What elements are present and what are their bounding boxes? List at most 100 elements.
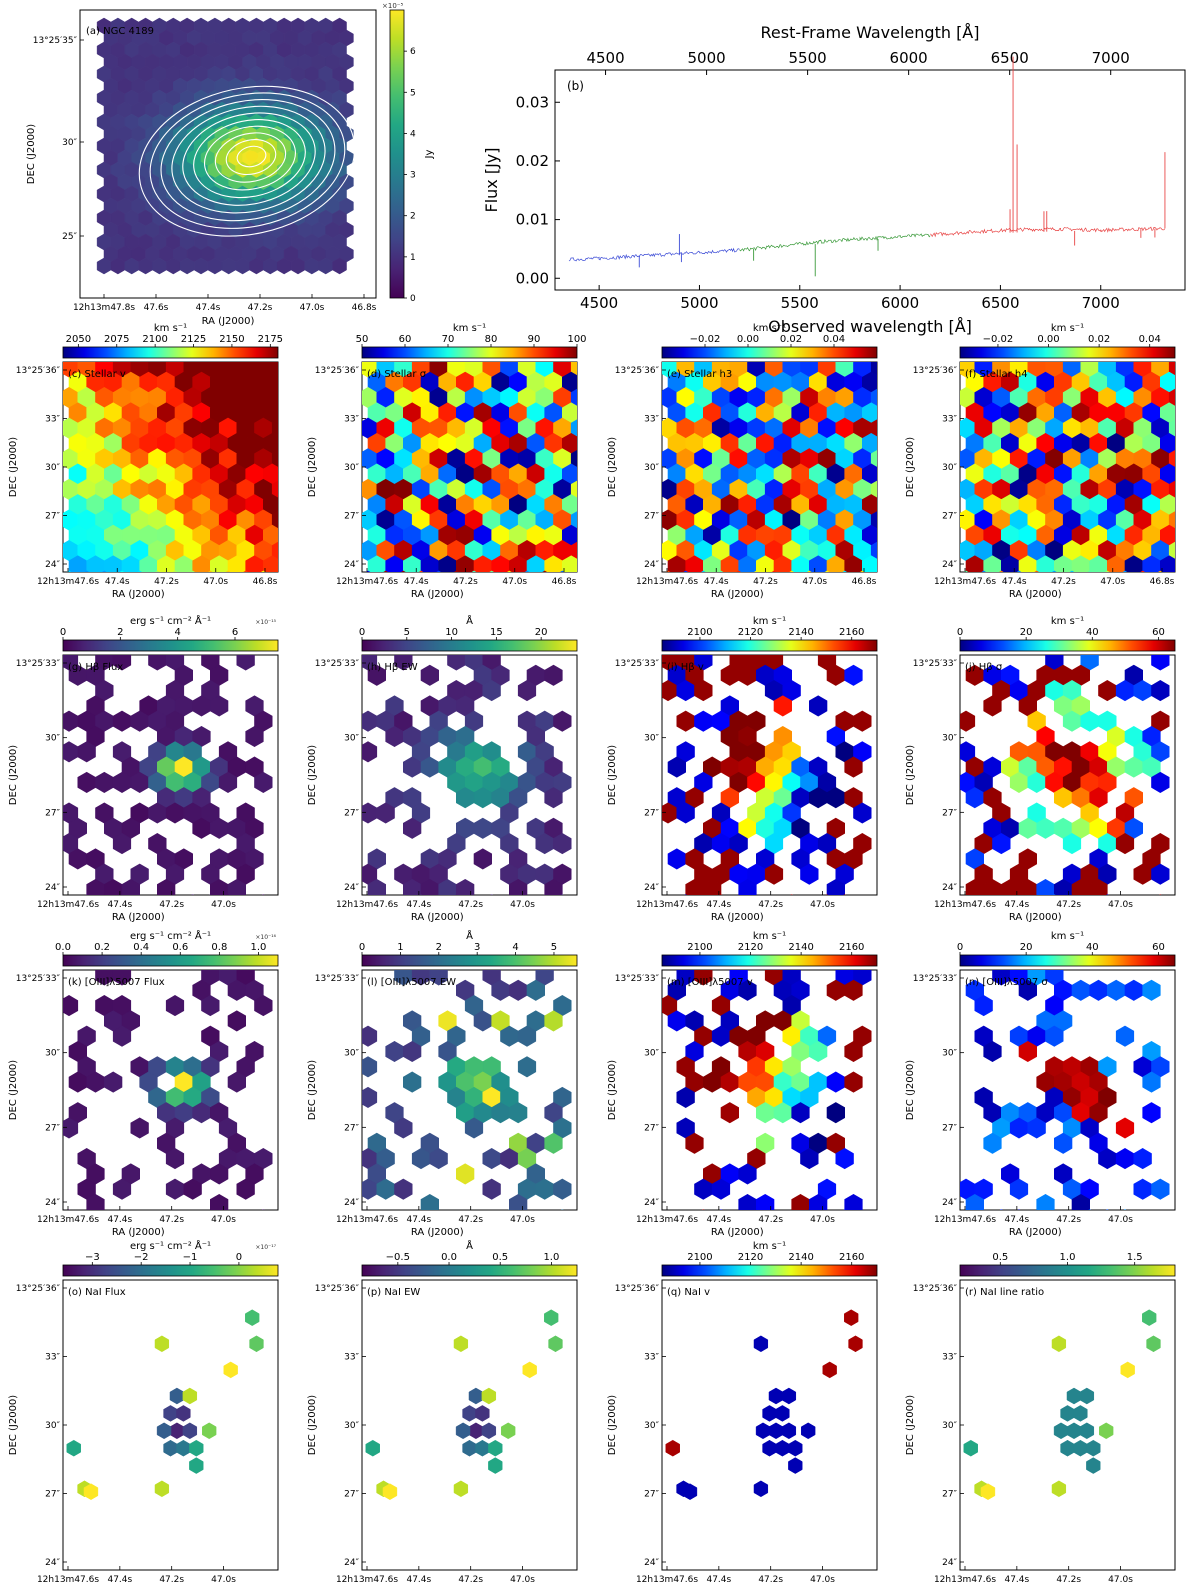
- hex-spaxel: [844, 664, 863, 686]
- hex-spaxel: [694, 680, 713, 702]
- hex-spaxel: [1151, 680, 1170, 702]
- x-axis-label: RA (J2000): [112, 589, 165, 600]
- contour-line: [171, 105, 326, 214]
- x-tick-label: 47.2s: [458, 1215, 483, 1225]
- x-tick-label: 47.4s: [404, 577, 429, 587]
- y-tick-label: 13°25′35″: [33, 36, 78, 46]
- hex-spaxel: [791, 1102, 810, 1124]
- hex-spaxel: [437, 894, 440, 895]
- hex-spaxel: [456, 1163, 475, 1185]
- colorbar-label: Å: [466, 614, 473, 627]
- hex-spaxel: [1115, 1025, 1135, 1047]
- hex-spaxel: [1196, 495, 1200, 515]
- colorbar-tick-label: 0.5: [992, 1252, 1008, 1263]
- x2-tick-label: 5500: [789, 49, 827, 67]
- contour-line: [160, 99, 336, 222]
- y-tick-label: 30″: [62, 138, 77, 148]
- hex-spaxel: [262, 1209, 265, 1210]
- x-tick-label: 4500: [580, 294, 618, 312]
- x-tick-label: 47.4s: [1002, 577, 1027, 587]
- y-tick-label: 13°25′33″: [315, 659, 360, 669]
- hex-spaxel: [508, 1209, 511, 1210]
- x-axis-label: RA (J2000): [711, 1227, 764, 1238]
- colorbar-tick-label: 2075: [104, 334, 129, 345]
- x-tick-label: 46.8s: [552, 577, 577, 587]
- hex-spaxel: [290, 540, 308, 560]
- hex-spaxel: [801, 1422, 816, 1440]
- hex-spaxel: [542, 570, 548, 572]
- panel-title: (d) Stellar σ: [367, 369, 427, 380]
- hex-spaxel: [898, 403, 916, 423]
- hex-spaxel: [676, 1086, 695, 1108]
- colorbar-label: erg s⁻¹ cm⁻² Å⁻¹: [130, 929, 211, 942]
- hex-spaxel: [544, 664, 563, 686]
- x-tick-label: 47.0s: [1108, 1215, 1133, 1225]
- x-tick-label: 47.2s: [758, 900, 783, 910]
- hex-spaxel: [225, 570, 231, 572]
- hex-map: [662, 655, 872, 895]
- hex-spaxel: [112, 1178, 132, 1200]
- hex-spaxel: [844, 979, 863, 1001]
- hex-spaxel: [589, 571, 607, 591]
- hex-spaxel: [889, 357, 907, 377]
- colorbar-tick-label: 1.5: [1127, 1252, 1143, 1263]
- hex-spaxel: [1151, 771, 1170, 793]
- colorbar-tick-label: 2100: [687, 1252, 712, 1263]
- hex-spaxel: [1187, 540, 1200, 560]
- hex-spaxel: [165, 1148, 185, 1170]
- colorbar-tick-label: 2: [436, 942, 442, 953]
- hex-spaxel: [121, 878, 140, 895]
- x-tick-label: 6500: [981, 294, 1019, 312]
- colorbar-label: km s⁻¹: [453, 323, 486, 334]
- x-tick-label: 12h13m47.6s: [37, 900, 99, 910]
- panel-title: (q) NaI v: [667, 1287, 710, 1298]
- hex-spaxel: [453, 1335, 469, 1353]
- y-tick-label: 13°25′33″: [913, 659, 958, 669]
- hex-map: [365, 1309, 563, 1500]
- hex-spaxel: [112, 833, 132, 855]
- x-tick-label: 46.8s: [352, 303, 377, 313]
- hex-map: [96, 17, 356, 275]
- hex-spaxel: [982, 894, 985, 895]
- colorbar-tick-label: 60: [1152, 942, 1165, 953]
- hex-spaxel: [403, 1040, 422, 1063]
- flux-peak: [246, 151, 258, 161]
- hex-spaxel: [1151, 1178, 1170, 1200]
- hex-spaxel: [738, 878, 757, 895]
- hex-spaxel: [299, 403, 317, 423]
- y-tick-label: 27″: [644, 1123, 659, 1133]
- x-tick-label: 12h13m47.6s: [636, 577, 698, 587]
- hex-spaxel: [227, 1010, 246, 1032]
- hex-spaxel: [738, 979, 757, 1001]
- hex-spaxel: [665, 1439, 680, 1457]
- hex-spaxel: [95, 970, 114, 986]
- colorbar-tick-label: 5: [551, 942, 557, 953]
- panel-title: (m) [OIII]λ5007 v: [667, 977, 753, 988]
- panel-r: 0.5 1.0 1.5 (r) NaI line ratio 12h13m47.6s 47…: [905, 1252, 1176, 1585]
- panel-title: (f) Stellar h4: [965, 369, 1028, 380]
- y-tick-label: 30″: [644, 1421, 659, 1431]
- x-tick-label: 12h13m47.6s: [934, 577, 996, 587]
- hex-spaxel: [755, 1422, 771, 1440]
- hex-spaxel: [719, 1209, 723, 1210]
- hex-spaxel: [580, 495, 598, 515]
- spectrum-series: [929, 226, 1166, 238]
- colorbar-tick-label: 2140: [788, 1252, 813, 1263]
- colorbar-tick-label: 60: [399, 334, 412, 345]
- hex-spaxel: [1079, 1422, 1095, 1440]
- hex-spaxel: [1104, 570, 1110, 572]
- colorbar-j: [959, 639, 1176, 652]
- x-axis-label: RA (J2000): [411, 912, 464, 923]
- colorbar-tick-label: 6: [232, 627, 238, 638]
- hex-spaxel: [290, 418, 308, 438]
- x-tick-label: 47.0s: [502, 577, 527, 587]
- colorbar-tick-label: −0.02: [983, 334, 1014, 345]
- y-tick-label: 24″: [644, 1198, 659, 1208]
- hex-spaxel: [753, 1480, 769, 1498]
- hex-spaxel: [711, 1178, 731, 1200]
- x-tick-label: 12h13m47.6s: [37, 1575, 99, 1582]
- hex-spaxel: [544, 1309, 559, 1326]
- colorbar-tick-label: 2100: [687, 942, 712, 953]
- x-axis-label: RA (J2000): [711, 589, 764, 600]
- hex-spaxel: [271, 419, 278, 438]
